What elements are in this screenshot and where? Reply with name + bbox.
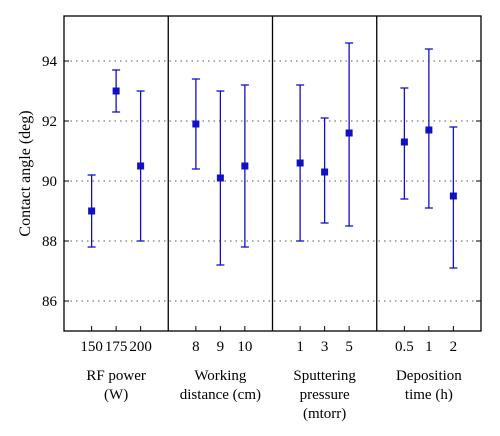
panel-labels: RF power (W) Working distance (cm) Sputterin…	[86, 368, 462, 422]
data-point	[241, 162, 249, 170]
data-point	[449, 192, 457, 200]
panel-label: (mtorr)	[303, 406, 346, 422]
gridlines	[64, 60, 481, 302]
data-point	[400, 138, 408, 146]
panel-label: RF power	[86, 368, 146, 384]
data-point	[192, 120, 200, 128]
x-tick-label: 10	[237, 339, 252, 355]
x-tick-label: 5	[345, 339, 353, 355]
x-tick-label: 1	[425, 339, 433, 355]
panel-dividers	[167, 16, 378, 331]
x-tick-label: 2	[450, 339, 458, 355]
data-point	[425, 126, 433, 134]
x-tick-label: 9	[217, 339, 225, 355]
y-tick-label: 90	[42, 174, 57, 190]
panel-label: time (h)	[405, 387, 453, 403]
data-point	[137, 162, 145, 170]
x-tick-label: 175	[105, 339, 128, 355]
y-axis-label: Contact angle (deg)	[17, 110, 34, 236]
y-tick-label: 94	[42, 54, 58, 70]
panel-label: pressure	[300, 387, 350, 403]
x-tick-label: 3	[321, 339, 329, 355]
data-point	[296, 159, 304, 167]
x-tick-label: 0.5	[395, 339, 414, 355]
plot-frame	[63, 15, 482, 332]
panel-label: Sputtering	[293, 368, 356, 384]
data-point	[112, 87, 120, 95]
data-point	[88, 207, 96, 215]
data-marks	[87, 42, 458, 331]
x-tick-label: 8	[192, 339, 200, 355]
y-tick-label: 92	[42, 114, 57, 130]
panel-label: Working	[194, 368, 247, 384]
y-tick-label: 86	[42, 294, 58, 310]
x-tick-label: 200	[129, 339, 152, 355]
panel-label: Deposition	[396, 368, 462, 384]
x-tick-label: 150	[80, 339, 103, 355]
data-point	[216, 174, 224, 182]
y-tick-label: 88	[42, 234, 57, 250]
panel-label: distance (cm)	[180, 387, 261, 403]
data-point	[345, 129, 353, 137]
data-point	[321, 168, 329, 176]
tick-labels: 86 88 90 92 94 150 175 200 8 9 10 1 3 5 0.5 1 2	[42, 54, 457, 355]
x-tick-label: 1	[296, 339, 304, 355]
panel-label: (W)	[104, 387, 128, 403]
